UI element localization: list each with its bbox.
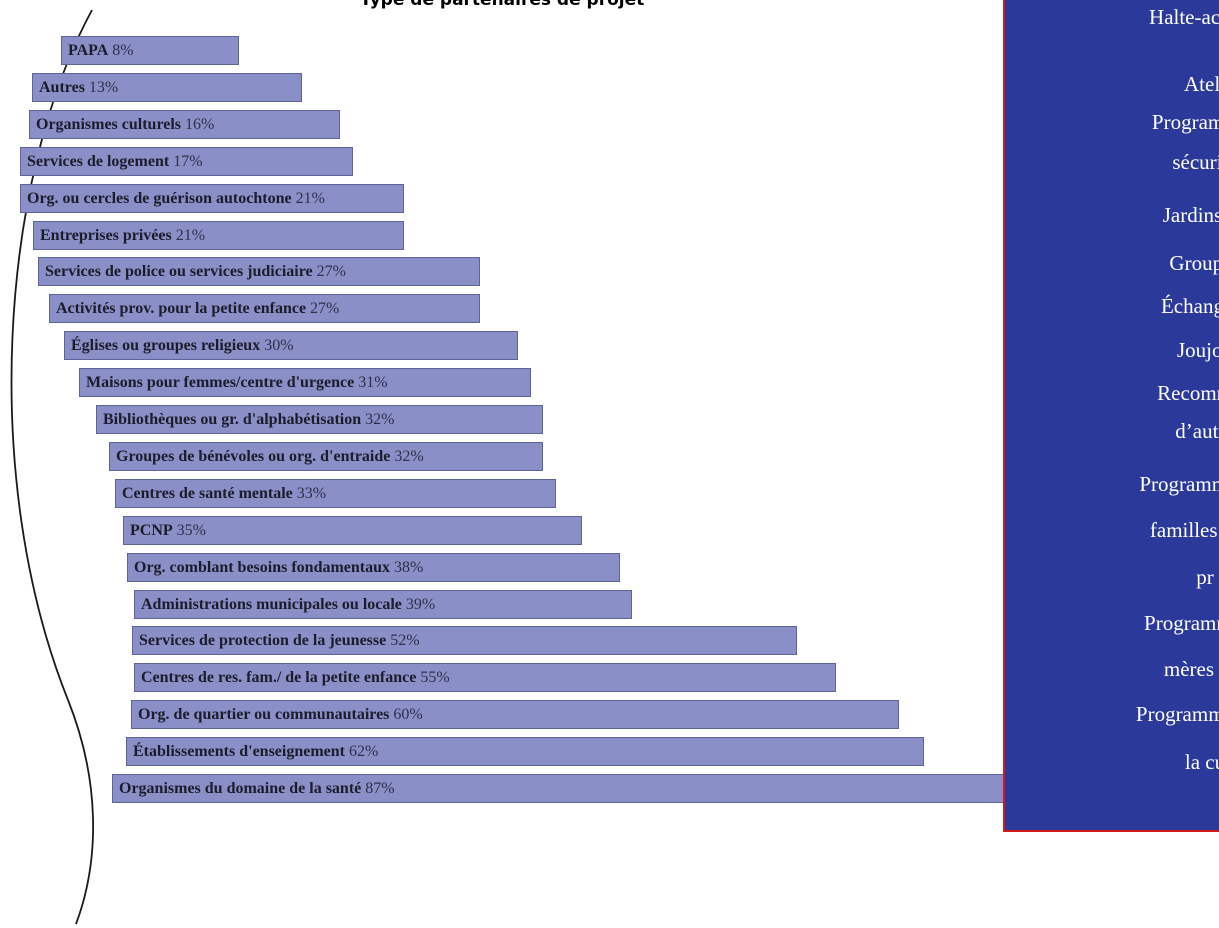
bar-label: Activités prov. pour la petite enfance xyxy=(56,299,307,317)
bar-value-label: 33% xyxy=(296,484,327,502)
bar-value-label: 31% xyxy=(358,373,388,391)
side-panel-line: Programmes xyxy=(1151,110,1219,134)
bar: Org. de quartier ou communautaires 60% xyxy=(131,700,899,729)
bar: Bibliothèques ou gr. d'alphabétisation 32… xyxy=(96,405,544,434)
bar-label: Administrations municipales ou locale xyxy=(141,595,402,613)
bar: Services de police ou services judiciair… xyxy=(38,257,480,286)
bar-value-label: 17% xyxy=(173,152,203,170)
side-panel: Halte-accueil Ateli Programmes sécurité Jard… xyxy=(1003,0,1219,832)
bar-value-label: 21% xyxy=(175,226,206,244)
bar: Org. ou cercles de guérison autochtone 21… xyxy=(20,184,404,213)
bar-label: Autres xyxy=(39,78,85,96)
bar-label: Groupes de bénévoles ou org. d'entraide xyxy=(116,447,391,465)
bar-value-label: 30% xyxy=(264,336,294,354)
bar-value-label: 87% xyxy=(365,779,395,797)
bar-label: Org. de quartier ou communautaires xyxy=(138,705,390,723)
bar-value-label: 39% xyxy=(405,595,436,613)
bar-label: Églises ou groupes religieux xyxy=(71,336,261,354)
side-panel-line: Recomman xyxy=(1157,381,1219,405)
side-panel-line: la cu xyxy=(1184,750,1219,774)
bar-label: Org. comblant besoins fondamentaux xyxy=(134,558,391,576)
bar-label: Services de police ou services judiciair… xyxy=(45,262,313,280)
bar-label: Services de logement xyxy=(27,152,170,170)
bar: Centres de res. fam./ de la petite enfan… xyxy=(134,663,836,692)
bar: Entreprises privées 21% xyxy=(33,221,404,250)
bar-value-label: 13% xyxy=(88,78,119,96)
side-panel-line: Programmes par xyxy=(1135,702,1219,726)
bar-value-label: 27% xyxy=(310,299,340,317)
side-panel-line: Halte-accueil xyxy=(1149,5,1219,29)
side-panel-line: Programmes d xyxy=(1144,611,1219,635)
bar: Activités prov. pour la petite enfance 27… xyxy=(49,294,480,323)
bar-label: PAPA xyxy=(68,41,109,59)
bar-value-label: 62% xyxy=(349,742,379,760)
side-panel-line: Jardins co xyxy=(1162,203,1219,227)
bar: Services de logement 17% xyxy=(20,147,353,176)
side-panel-line: Ateli xyxy=(1184,72,1219,96)
side-panel-line: Programmes de xyxy=(1139,472,1219,496)
bar: Organismes culturels 16% xyxy=(29,110,341,139)
side-panel-line: Échange d xyxy=(1160,294,1219,318)
bar: Centres de santé mentale 33% xyxy=(115,479,557,508)
bar-label: Services de protection de la jeunesse xyxy=(139,631,387,649)
bar-value-label: 38% xyxy=(394,558,424,576)
bar: Églises ou groupes religieux 30% xyxy=(64,331,518,360)
side-panel-line: mères tox xyxy=(1163,657,1219,681)
bar: PCNP 35% xyxy=(123,516,582,545)
bar-value-label: 52% xyxy=(390,631,420,649)
bar-label: Maisons pour femmes/centre d'urgence xyxy=(86,373,355,391)
bar-label: Org. ou cercles de guérison autochtone xyxy=(27,189,292,207)
bar-label: Établissements d'enseignement xyxy=(133,742,345,760)
bar-value-label: 27% xyxy=(316,262,346,280)
bar-label: Organismes du domaine de la santé xyxy=(119,779,362,797)
bar: Administrations municipales ou locale 39% xyxy=(134,590,633,619)
bar-value-label: 32% xyxy=(394,447,424,465)
bar-label: Bibliothèques ou gr. d'alphabétisation xyxy=(103,410,362,428)
side-panel-line: Groupes xyxy=(1169,251,1219,275)
chart-title: Type de partenaires de projet xyxy=(360,0,645,10)
bar: PAPA 8% xyxy=(61,36,239,65)
side-panel-line: d’autre xyxy=(1175,419,1219,443)
bar-value-label: 21% xyxy=(295,189,325,207)
bar: Établissements d'enseignement 62% xyxy=(126,737,925,766)
side-panel-line: pr xyxy=(1196,565,1214,589)
bar: Autres 13% xyxy=(32,73,303,102)
bar: Org. comblant besoins fondamentaux 38% xyxy=(127,553,620,582)
bar-label: Centres de res. fam./ de la petite enfan… xyxy=(141,668,417,686)
side-panel-line: familles dont xyxy=(1149,518,1219,542)
bar: Groupes de bénévoles ou org. d'entraide 3… xyxy=(109,442,544,471)
bar-label: PCNP xyxy=(130,521,173,539)
bar-label: Entreprises privées xyxy=(40,226,172,244)
bar-value-label: 60% xyxy=(393,705,423,723)
side-panel-line: sécurité xyxy=(1172,150,1219,174)
bar-label: Organismes culturels xyxy=(36,115,182,133)
bar-label: Centres de santé mentale xyxy=(122,484,293,502)
bar-value-label: 32% xyxy=(365,410,395,428)
bar-value-label: 16% xyxy=(185,115,215,133)
bar: Services de protection de la jeunesse 52% xyxy=(132,626,798,655)
bar-value-label: 55% xyxy=(420,668,450,686)
bar-value-label: 8% xyxy=(112,41,134,59)
bar: Maisons pour femmes/centre d'urgence 31% xyxy=(79,368,531,397)
bar-value-label: 35% xyxy=(176,521,206,539)
side-panel-line: Joujou xyxy=(1176,338,1219,362)
